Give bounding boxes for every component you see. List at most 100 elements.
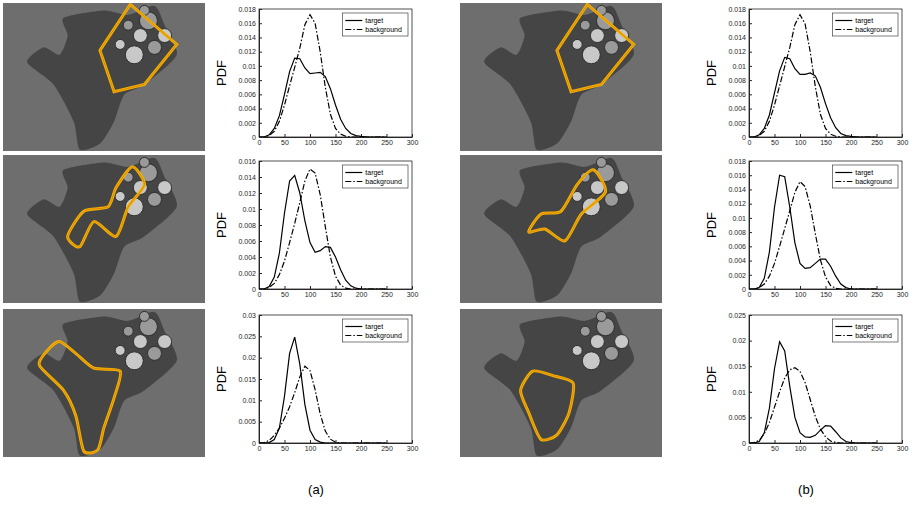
tick-label: 0.01	[242, 63, 256, 70]
series-line	[749, 182, 877, 289]
legend-swatch	[345, 181, 362, 182]
legend-swatch	[835, 181, 852, 182]
tick-label: 0.01	[732, 215, 746, 222]
tick-mark	[749, 204, 752, 205]
cell-body	[27, 6, 177, 150]
tick-mark	[749, 289, 752, 290]
tick-label: 300	[407, 445, 419, 452]
cell-body	[27, 312, 177, 456]
x-tick: 150	[330, 134, 342, 146]
x-tick: 100	[795, 286, 807, 298]
tick-mark	[387, 134, 388, 137]
tick-mark	[259, 257, 262, 258]
x-tick: 300	[897, 286, 909, 298]
tick-label: 0.014	[728, 186, 746, 193]
y-tick: 0.006	[728, 91, 752, 98]
plot-frame	[259, 315, 412, 443]
tick-mark	[336, 134, 337, 137]
tick-label: 0.016	[728, 20, 746, 27]
axis-line	[259, 10, 260, 138]
tick-label: 0.002	[238, 120, 256, 127]
granule	[590, 335, 604, 349]
y-tick: 0.008	[728, 229, 752, 236]
axis-line	[749, 10, 750, 138]
series-line	[749, 342, 877, 443]
y-axis: 00.0020.0040.0060.0080.010.0120.0140.016…	[238, 6, 262, 141]
legend-box	[342, 13, 408, 36]
tick-label: 0.01	[732, 63, 746, 70]
tick-mark	[749, 94, 752, 95]
x-axis: 050100150200250300	[258, 440, 419, 452]
tick-mark	[749, 137, 752, 138]
tick-label: 0.01	[242, 397, 256, 404]
x-tick: 300	[897, 134, 909, 146]
x-tick: 100	[305, 134, 317, 146]
tick-mark	[800, 286, 801, 289]
tick-mark	[259, 109, 262, 110]
x-tick: 300	[897, 440, 909, 452]
x-axis: 050100150200250300	[748, 134, 909, 146]
tick-mark	[749, 443, 752, 444]
tick-mark	[749, 261, 752, 262]
legend-label: background	[855, 178, 892, 186]
tick-mark	[259, 400, 262, 401]
y-tick: 0.025	[728, 312, 752, 319]
y-tick: 0.01	[732, 389, 752, 396]
x-tick: 100	[305, 286, 317, 298]
granule	[158, 335, 172, 349]
x-tick: 50	[771, 286, 779, 298]
granule	[605, 346, 619, 360]
micrograph	[3, 155, 205, 303]
y-tick: 0.018	[238, 6, 262, 13]
legend: targetbackground	[832, 13, 898, 36]
legend: targetbackground	[832, 165, 898, 188]
tick-label: 200	[356, 139, 368, 146]
legend-box	[342, 165, 408, 188]
tick-label: 0	[748, 445, 752, 452]
y-tick: 0.015	[728, 363, 752, 370]
tick-mark	[749, 366, 752, 367]
contour-core	[68, 167, 145, 247]
x-tick: 50	[281, 134, 289, 146]
y-tick: 0.01	[242, 63, 262, 70]
y-tick: 0.002	[728, 120, 752, 127]
tick-label: 300	[897, 139, 909, 146]
legend: targetbackground	[342, 13, 408, 36]
contour-core	[39, 342, 121, 454]
cell-body	[484, 312, 634, 456]
plot-frame	[259, 161, 412, 289]
contour-core	[557, 4, 634, 91]
granule	[582, 46, 600, 64]
y-tick: 0.02	[242, 354, 262, 361]
tick-mark	[826, 440, 827, 443]
axis-title: PDF	[704, 212, 719, 238]
y-axis: 00.0020.0040.0060.0080.010.0120.0140.016…	[728, 6, 752, 141]
granule	[123, 20, 133, 30]
y-tick: 0.016	[238, 20, 262, 27]
line-chart: 05010015020025030000.0020.0040.0060.0080…	[704, 6, 908, 146]
legend-label: target	[855, 169, 873, 177]
tick-mark	[749, 37, 752, 38]
granule	[590, 29, 604, 43]
tick-mark	[749, 189, 752, 190]
tick-label: 0.016	[238, 158, 256, 165]
tick-label: 250	[381, 445, 393, 452]
legend: targetbackground	[832, 319, 898, 342]
tick-mark	[412, 286, 413, 289]
legend-box	[832, 165, 898, 188]
y-tick: 0.01	[242, 206, 262, 213]
legend-swatch	[345, 335, 362, 336]
legend-label: background	[365, 332, 402, 340]
tick-mark	[412, 440, 413, 443]
tick-mark	[749, 246, 752, 247]
panel-label: (a)	[308, 482, 324, 497]
tick-label: 300	[897, 291, 909, 298]
tick-label: 200	[846, 291, 858, 298]
tick-label: 0.025	[238, 333, 256, 340]
x-tick: 250	[381, 134, 393, 146]
x-tick: 150	[820, 134, 832, 146]
y-tick: 0.004	[238, 105, 262, 112]
legend-label: target	[365, 17, 383, 25]
tick-mark	[259, 193, 262, 194]
y-tick: 0	[252, 440, 262, 447]
